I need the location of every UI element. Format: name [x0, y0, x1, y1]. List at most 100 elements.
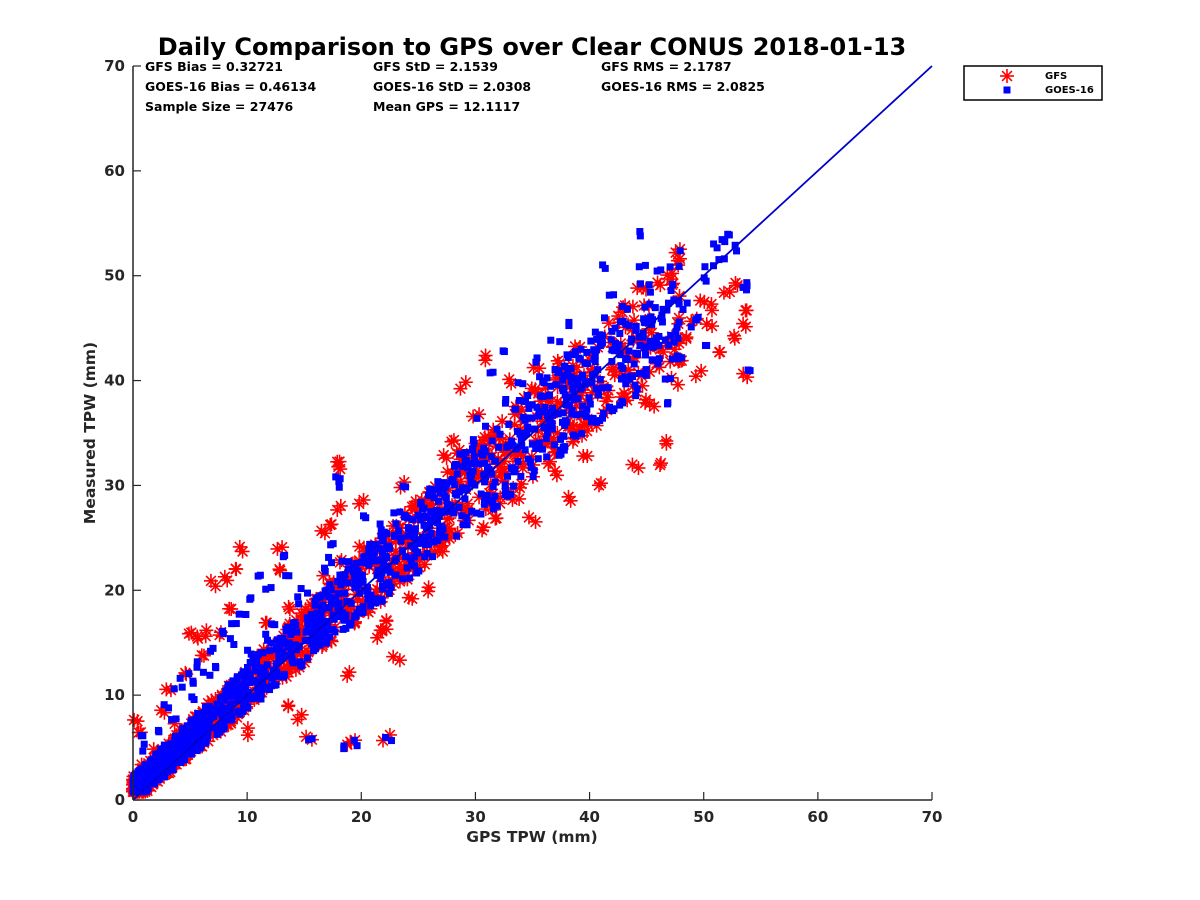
goes16-point	[199, 727, 207, 735]
goes16-point	[505, 420, 513, 428]
goes16-point	[176, 674, 184, 682]
goes16-point	[530, 467, 538, 475]
goes16-point	[507, 464, 515, 472]
goes16-point	[244, 664, 252, 672]
goes16-point	[254, 651, 262, 659]
goes16-point	[155, 774, 163, 782]
gfs-point	[232, 539, 247, 554]
goes16-point	[226, 635, 234, 643]
goes16-point	[578, 374, 586, 382]
goes16-point	[253, 694, 261, 702]
goes16-point	[676, 247, 684, 255]
goes16-point	[178, 743, 186, 751]
goes16-point	[244, 704, 252, 712]
goes16-point	[591, 352, 599, 360]
gfs-point	[727, 328, 742, 343]
goes16-point	[174, 745, 182, 753]
goes16-point	[453, 491, 461, 499]
goes16-point	[135, 777, 143, 785]
goes16-point	[199, 710, 207, 718]
goes16-point	[378, 569, 386, 577]
goes16-point	[546, 417, 554, 425]
goes16-point	[429, 553, 437, 561]
goes16-point	[524, 455, 532, 463]
goes16-point	[438, 508, 446, 516]
goes16-point	[548, 404, 556, 412]
goes16-point	[282, 626, 290, 634]
gfs-point	[549, 468, 564, 483]
goes16-point	[534, 455, 542, 463]
goes16-point	[397, 534, 405, 542]
goes16-point	[235, 610, 243, 618]
goes16-point	[331, 599, 339, 607]
goes16-point	[670, 296, 678, 304]
gfs-point	[476, 520, 491, 535]
goes16-point	[301, 637, 309, 645]
goes16-point	[657, 266, 665, 274]
goes16-point	[488, 437, 496, 445]
goes16-point	[419, 505, 427, 513]
goes16-point	[340, 616, 348, 624]
goes16-point	[284, 652, 292, 660]
goes16-point	[683, 299, 691, 307]
goes16-point	[327, 586, 335, 594]
legend-goes16-marker	[1003, 86, 1011, 94]
goes16-point	[405, 525, 413, 533]
goes16-point	[331, 628, 339, 636]
goes16-point	[605, 291, 613, 299]
goes16-point	[390, 509, 398, 517]
goes16-point	[326, 633, 334, 641]
goes16-point	[263, 636, 271, 644]
goes16-point	[344, 579, 352, 587]
goes16-point	[440, 479, 448, 487]
goes16-point	[272, 660, 280, 668]
goes16-point	[572, 432, 580, 440]
legend-box	[963, 65, 1103, 101]
goes16-point	[636, 342, 644, 350]
goes16-point	[469, 436, 477, 444]
goes16-point	[565, 402, 573, 410]
goes16-point	[259, 679, 267, 687]
goes16-point	[279, 648, 287, 656]
goes16-point	[578, 410, 586, 418]
goes16-point	[291, 641, 299, 649]
goes16-point	[463, 521, 471, 529]
goes16-point	[419, 533, 427, 541]
goes16-point	[598, 339, 606, 347]
goes16-point	[504, 442, 512, 450]
goes16-point	[365, 546, 373, 554]
goes16-point	[470, 439, 478, 447]
goes16-point	[355, 571, 363, 579]
goes16-point	[623, 305, 631, 313]
goes16-point	[568, 410, 576, 418]
goes16-point	[183, 733, 191, 741]
goes16-point	[175, 749, 183, 757]
goes16-point	[489, 483, 497, 491]
goes16-point	[314, 616, 322, 624]
gfs-point	[625, 457, 640, 472]
goes16-point	[203, 716, 211, 724]
goes16-point	[618, 302, 626, 310]
gfs-point	[650, 275, 665, 290]
goes16-point	[242, 694, 250, 702]
goes16-point	[424, 492, 432, 500]
goes16-point	[541, 404, 549, 412]
gfs-point	[642, 396, 657, 411]
goes16-point	[427, 516, 435, 524]
goes16-point	[280, 670, 288, 678]
goes16-point	[661, 375, 669, 383]
goes16-point	[250, 678, 258, 686]
goes16-point	[481, 448, 489, 456]
goes16-point	[528, 440, 536, 448]
goes16-point	[461, 458, 469, 466]
goes16-point	[187, 750, 195, 758]
goes16-point	[641, 261, 649, 269]
goes16-point	[424, 540, 432, 548]
goes16-point	[414, 548, 422, 556]
goes16-point	[480, 497, 488, 505]
goes16-point	[529, 473, 537, 481]
goes16-point	[616, 351, 624, 359]
goes16-point	[675, 300, 683, 308]
goes16-point	[291, 618, 299, 626]
goes16-point	[575, 354, 583, 362]
